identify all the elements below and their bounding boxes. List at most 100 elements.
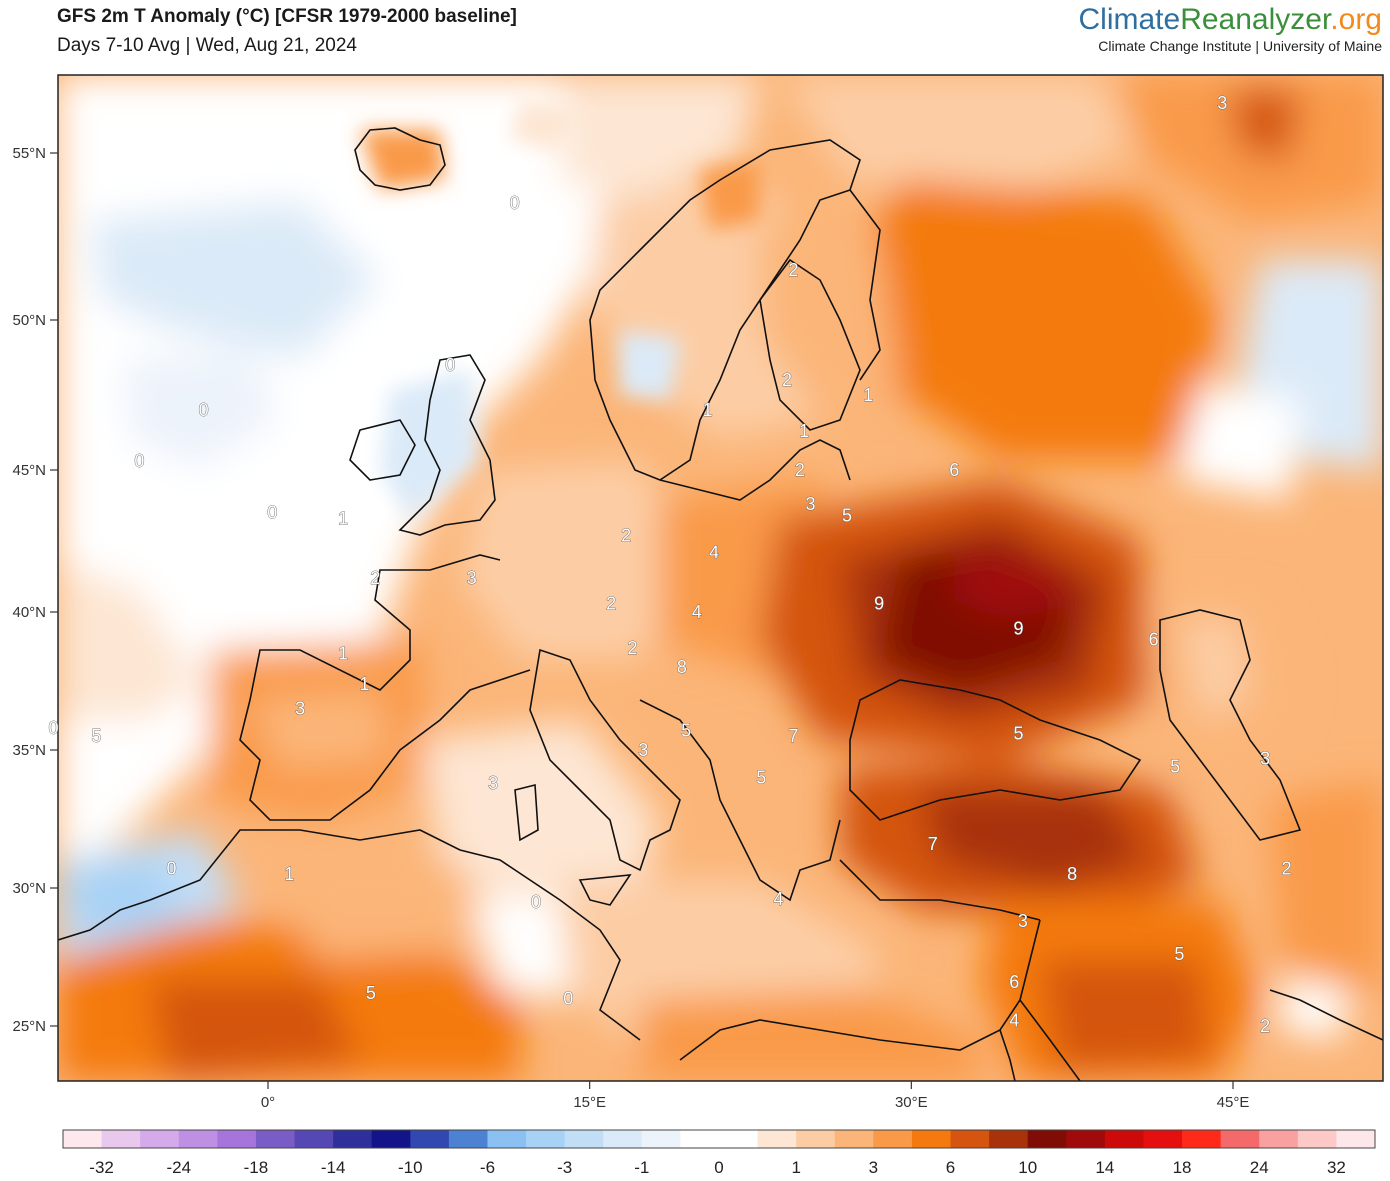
colorbar-swatch <box>989 1130 1029 1148</box>
colorbar: -32 -24 -18 -14 -10 -6 -3 -1 0 1 3 6 10 14 18 24 32 <box>62 1129 1376 1177</box>
longitude-label: 30°E <box>895 1094 928 1111</box>
latitude-label: 55°N <box>12 145 46 162</box>
colorbar-label: -14 <box>321 1158 346 1177</box>
contour-label: 0 <box>49 718 59 738</box>
contour-label: 3 <box>806 494 816 514</box>
colorbar-swatch <box>1182 1130 1222 1148</box>
contour-label: 0 <box>134 451 144 471</box>
colorbar-swatch <box>217 1130 257 1148</box>
contour-label: 1 <box>338 643 348 663</box>
contour-label: 2 <box>782 370 792 390</box>
colorbar-swatch <box>796 1130 836 1148</box>
longitude-label: 45°E <box>1217 1094 1250 1111</box>
colorbar-frame <box>62 1129 1376 1149</box>
colorbar-swatch <box>1066 1130 1106 1148</box>
contour-label: 0 <box>445 355 455 375</box>
colorbar-label: -3 <box>557 1158 572 1177</box>
colorbar-swatch <box>101 1130 141 1148</box>
colorbar-swatch <box>911 1130 952 1148</box>
colorbar-swatch <box>487 1130 527 1148</box>
contour-label: 5 <box>756 768 766 788</box>
brand-name-part1: Climate <box>1078 3 1181 36</box>
latitude-label: 45°N <box>12 462 46 479</box>
contour-label: 4 <box>1009 1010 1019 1030</box>
colorbar-swatch <box>448 1130 488 1148</box>
contour-label: 2 <box>1260 1016 1270 1036</box>
contour-label: 3 <box>488 773 498 793</box>
contour-label: 4 <box>709 542 719 562</box>
longitude-label: 15°E <box>573 1094 606 1111</box>
coastlines <box>58 127 1383 1081</box>
colorbar-swatch <box>178 1130 218 1148</box>
field-details <box>360 100 760 520</box>
colorbar-swatch <box>294 1130 334 1148</box>
contour-label: 2 <box>788 260 798 280</box>
colorbar-swatch <box>834 1130 874 1148</box>
field-blobs <box>58 75 1383 1081</box>
contour-label: 0 <box>166 859 176 879</box>
latitude-axis: 55°N 50°N 45°N 40°N 35°N 30°N 25°N <box>12 145 58 1035</box>
colorbar-swatch <box>564 1130 604 1148</box>
contour-label: 3 <box>1260 748 1270 768</box>
colorbar-swatch <box>410 1130 450 1148</box>
brand-name-part3: .org <box>1330 3 1382 36</box>
contour-label: 6 <box>949 460 959 480</box>
contour-label: 5 <box>91 726 101 746</box>
contour-label: 4 <box>692 602 702 622</box>
colorbar-swatch <box>1027 1130 1067 1148</box>
colorbar-label: -32 <box>89 1158 114 1177</box>
colorbar-label: -24 <box>166 1158 191 1177</box>
colorbar-label: 1 <box>791 1158 800 1177</box>
colorbar-label: 24 <box>1250 1158 1269 1177</box>
contour-label: 8 <box>1067 864 1077 884</box>
contour-label: 1 <box>338 508 348 528</box>
contour-labels: 3002021100126035124239249621813055753535… <box>48 93 1292 1037</box>
latitude-label: 30°N <box>12 880 46 897</box>
contour-label: 7 <box>788 726 798 746</box>
contour-label: 4 <box>773 889 783 909</box>
colorbar-label: 14 <box>1095 1158 1114 1177</box>
contour-label: 0 <box>531 892 541 912</box>
contour-label: 2 <box>795 460 805 480</box>
colorbar-swatch <box>1104 1130 1144 1148</box>
colorbar-label: -1 <box>634 1158 649 1177</box>
contour-label: 5 <box>366 983 376 1003</box>
colorbar-swatch <box>680 1130 720 1148</box>
contour-label: 0 <box>563 988 573 1008</box>
colorbar-label: -10 <box>398 1158 423 1177</box>
contour-label: 0 <box>510 193 520 213</box>
brand-tagline: Climate Change Institute | University of… <box>1098 38 1382 54</box>
contour-label: 1 <box>799 421 809 441</box>
colorbar-swatch <box>603 1130 643 1148</box>
longitude-axis: 0° 15°E 30°E 45°E <box>261 1081 1250 1111</box>
colorbar-label: -18 <box>244 1158 269 1177</box>
contour-label: 5 <box>1170 757 1180 777</box>
chart-subtitle: Days 7-10 Avg | Wed, Aug 21, 2024 <box>57 35 357 56</box>
contour-label: 3 <box>467 568 477 588</box>
contour-label: 9 <box>1014 619 1024 639</box>
contour-label: 1 <box>703 400 713 420</box>
colorbar-swatch <box>371 1130 411 1148</box>
map-frame <box>57 74 1384 1082</box>
latitude-label: 50°N <box>12 312 46 329</box>
colorbar-swatch <box>950 1130 990 1148</box>
contour-label: 3 <box>638 740 648 760</box>
colorbar-label: 18 <box>1173 1158 1192 1177</box>
contour-label: 6 <box>1009 972 1019 992</box>
contour-label: 3 <box>1217 93 1227 113</box>
brand-logo[interactable]: ClimateReanalyzer.org Climate Change Ins… <box>1079 2 1383 54</box>
map-field <box>58 75 1383 1081</box>
contour-label: 0 <box>199 400 209 420</box>
latitude-label: 40°N <box>12 604 46 621</box>
colorbar-swatch <box>255 1130 296 1148</box>
latitude-label: 35°N <box>12 742 46 759</box>
contour-label: 7 <box>928 834 938 854</box>
colorbar-swatch <box>333 1130 373 1148</box>
colorbar-label: -6 <box>480 1158 495 1177</box>
contour-label: 3 <box>1018 911 1028 931</box>
contour-label: 2 <box>606 593 616 613</box>
colorbar-swatch <box>1297 1130 1337 1148</box>
chart-title: GFS 2m T Anomaly (°C) [CFSR 1979-2000 ba… <box>57 6 517 27</box>
contour-label: 5 <box>681 721 691 741</box>
